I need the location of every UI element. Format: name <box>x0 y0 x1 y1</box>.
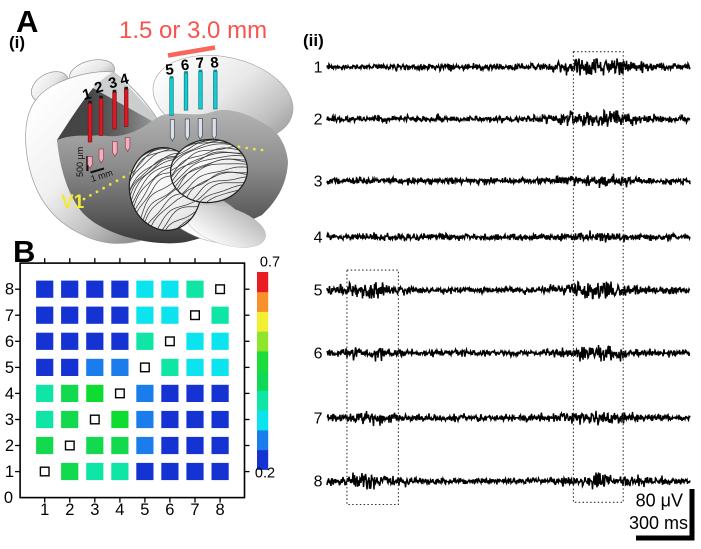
svg-text:4: 4 <box>314 230 323 247</box>
svg-text:0: 0 <box>4 489 13 507</box>
svg-text:5: 5 <box>5 359 14 377</box>
svg-text:2: 2 <box>65 501 74 519</box>
svg-text:500 μm: 500 μm <box>75 147 85 177</box>
svg-text:0.2: 0.2 <box>255 466 275 482</box>
svg-text:(i): (i) <box>9 33 25 52</box>
svg-text:3: 3 <box>90 501 99 519</box>
svg-text:5: 5 <box>140 501 149 519</box>
svg-text:2: 2 <box>5 437 14 455</box>
svg-text:7: 7 <box>195 55 205 73</box>
svg-text:6: 6 <box>5 333 14 351</box>
svg-text:6: 6 <box>314 346 323 363</box>
svg-text:B: B <box>13 234 35 269</box>
svg-text:300 ms: 300 ms <box>629 513 688 533</box>
svg-text:1: 1 <box>5 463 14 481</box>
svg-text:8: 8 <box>209 54 219 72</box>
svg-text:5: 5 <box>314 283 323 300</box>
svg-text:8: 8 <box>216 501 225 519</box>
svg-text:3: 3 <box>314 174 323 191</box>
svg-text:3: 3 <box>5 411 14 429</box>
svg-text:8: 8 <box>5 281 14 299</box>
svg-text:4: 4 <box>115 501 124 519</box>
svg-text:80 μV: 80 μV <box>636 491 683 511</box>
svg-text:1.5 or 3.0 mm: 1.5 or 3.0 mm <box>119 17 267 44</box>
svg-text:6: 6 <box>180 57 190 75</box>
svg-text:1: 1 <box>314 60 323 77</box>
svg-text:6: 6 <box>165 501 174 519</box>
svg-text:8: 8 <box>314 474 323 491</box>
svg-text:0.7: 0.7 <box>260 255 280 271</box>
svg-text:7: 7 <box>5 307 14 325</box>
svg-text:4: 4 <box>5 385 14 403</box>
svg-text:7: 7 <box>190 501 199 519</box>
svg-text:A: A <box>16 4 38 39</box>
svg-text:(ii): (ii) <box>303 31 324 50</box>
svg-text:5: 5 <box>164 61 174 79</box>
svg-text:1: 1 <box>40 501 49 519</box>
svg-text:2: 2 <box>314 112 323 129</box>
svg-text:V1: V1 <box>61 192 85 213</box>
svg-text:7: 7 <box>314 411 323 428</box>
